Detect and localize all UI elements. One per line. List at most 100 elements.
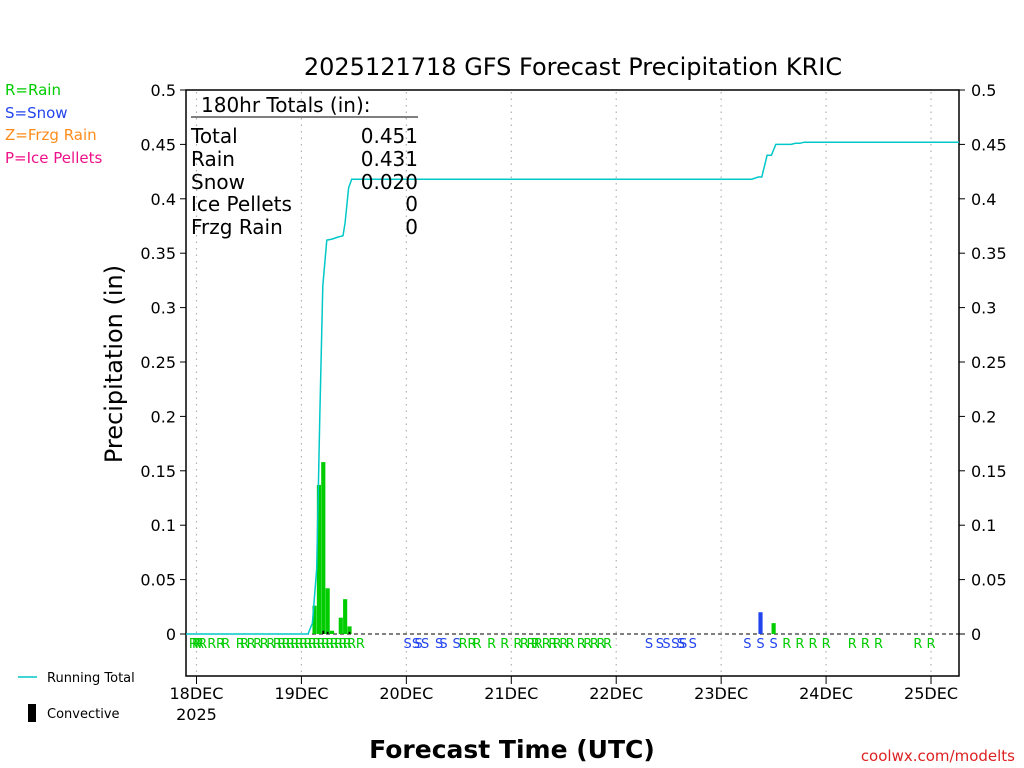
y-axis-ticks: 0 00.05 0.050.1 0.10.15 0.150.2 0.20.25 0.250.… xyxy=(140,81,1006,644)
bar-snow xyxy=(758,612,763,634)
precip-type-marker: R xyxy=(822,637,831,652)
convective-legend-label: Convective xyxy=(47,707,120,722)
precip-type-marker: R xyxy=(874,637,883,652)
precip-type-marker: S xyxy=(414,637,422,652)
precip-type-marker: R xyxy=(253,637,262,652)
precip-type-marker: R xyxy=(577,637,586,652)
chart-title: 2025121718 GFS Forecast Precipitation KR… xyxy=(304,53,842,81)
x-tick-label: 24DEC xyxy=(799,684,853,703)
precip-type-marker: R xyxy=(531,637,540,652)
precip-type-marker: S xyxy=(404,637,412,652)
bar-convective xyxy=(322,630,325,634)
y-tick-label-left: 0.25 xyxy=(140,353,176,372)
y-tick-label-right: 0.4 xyxy=(971,190,996,209)
precip-type-marker: R xyxy=(221,637,230,652)
convective-legend-swatch xyxy=(28,704,36,722)
precip-type-marker: R xyxy=(338,637,347,652)
bar-rain xyxy=(347,626,352,634)
precip-type-marker: R xyxy=(913,637,922,652)
precip-type-marker: R xyxy=(330,637,339,652)
legend-snow: S=Snow xyxy=(5,104,68,122)
y-tick-label-left: 0.2 xyxy=(151,407,176,426)
precip-type-marker: R xyxy=(282,637,291,652)
y-tick-label-left: 0.35 xyxy=(140,244,176,263)
precip-type-marker: R xyxy=(590,637,599,652)
totals-value-snow: 0.020 xyxy=(361,170,418,194)
x-tick-label: 23DEC xyxy=(694,684,748,703)
y-tick-label-left: 0.3 xyxy=(151,299,176,318)
y-tick-label-left: 0.45 xyxy=(140,135,176,154)
x-tick-label: 19DEC xyxy=(274,684,328,703)
bar-rain xyxy=(343,599,348,634)
precip-type-marker: R xyxy=(240,637,249,652)
precip-type-marker: R xyxy=(303,637,312,652)
bar-rain xyxy=(316,484,321,634)
precip-type-marker: S xyxy=(656,637,664,652)
y-tick-label-left: 0.05 xyxy=(140,571,176,590)
precip-type-marker: R xyxy=(782,637,791,652)
precip-type-marker: R xyxy=(343,637,352,652)
running-total-line xyxy=(186,141,959,635)
precip-type-marker: R xyxy=(290,637,299,652)
precip-type-marker: R xyxy=(583,637,592,652)
x-tick-label: 18DEC xyxy=(170,684,224,703)
credit-text: coolwx.com/modelts xyxy=(861,747,1015,765)
precip-type-marker: R xyxy=(548,637,557,652)
running-total-polyline xyxy=(186,141,959,635)
precip-type-marker: R xyxy=(500,637,509,652)
bar-rain xyxy=(329,630,335,634)
precip-type-marker: S xyxy=(679,637,687,652)
precip-type-marker: R xyxy=(795,637,804,652)
precip-type-marker: R xyxy=(334,637,343,652)
y-tick-label-right: 0.05 xyxy=(971,571,1007,590)
precip-type-marker: R xyxy=(848,637,857,652)
x-tick-label: 20DEC xyxy=(379,684,433,703)
y-tick-label-right: 0.5 xyxy=(971,81,996,100)
x-tick-label: 25DEC xyxy=(904,684,958,703)
legend-frzg-rain: Z=Frzg Rain xyxy=(5,126,97,144)
bar-rain xyxy=(321,462,326,634)
precip-type-marker: R xyxy=(192,637,201,652)
precip-type-marker: R xyxy=(459,637,468,652)
bottom-legend: Running Total Convective xyxy=(18,671,135,722)
y-tick-label-right: 0 xyxy=(971,625,981,644)
totals-label-frzg-rain: Frzg Rain xyxy=(191,215,283,239)
x-tick-label: 22DEC xyxy=(589,684,643,703)
plot-frame xyxy=(185,89,960,677)
precip-type-marker: R xyxy=(299,637,308,652)
y-tick-label-right: 0.3 xyxy=(971,299,996,318)
precip-type-marker: R xyxy=(312,637,321,652)
precip-type-marker: S xyxy=(769,637,777,652)
precip-type-marker: R xyxy=(286,637,295,652)
precip-type-marker: R xyxy=(273,637,282,652)
precip-bars xyxy=(312,462,776,634)
bar-rain-late xyxy=(771,623,776,634)
legend-ice-pellets: P=Ice Pellets xyxy=(5,149,102,167)
precip-type-marker: R xyxy=(321,637,330,652)
precip-type-marker: S xyxy=(677,637,685,652)
precip-type-marker: R xyxy=(189,637,198,652)
y-tick-label-left: 0 xyxy=(166,625,176,644)
precip-type-marker: R xyxy=(356,637,365,652)
precip-type-legend: R=Rain S=Snow Z=Frzg Rain P=Ice Pellets xyxy=(5,81,102,167)
bar-convective xyxy=(348,631,351,634)
bar-rain xyxy=(338,617,343,634)
y-tick-label-left: 0.15 xyxy=(140,462,176,481)
precip-type-marker: R xyxy=(808,637,817,652)
totals-value-rain: 0.431 xyxy=(361,147,418,171)
running-total-legend-label: Running Total xyxy=(47,671,135,686)
y-tick-label-right: 0.35 xyxy=(971,244,1007,263)
bar-rain xyxy=(312,605,317,634)
y-tick-label-right: 0.45 xyxy=(971,135,1007,154)
precip-type-marker: R xyxy=(473,637,482,652)
precip-type-marker: R xyxy=(195,637,204,652)
precip-type-marker: R xyxy=(487,637,496,652)
precip-type-marker: R xyxy=(559,637,568,652)
legend-rain: R=Rain xyxy=(5,81,61,99)
precip-type-marker: R xyxy=(317,637,326,652)
precip-type-marker: R xyxy=(247,637,256,652)
y-tick-label-right: 0.2 xyxy=(971,407,996,426)
precip-type-marker: R xyxy=(526,637,535,652)
precip-type-marker: R xyxy=(566,637,575,652)
